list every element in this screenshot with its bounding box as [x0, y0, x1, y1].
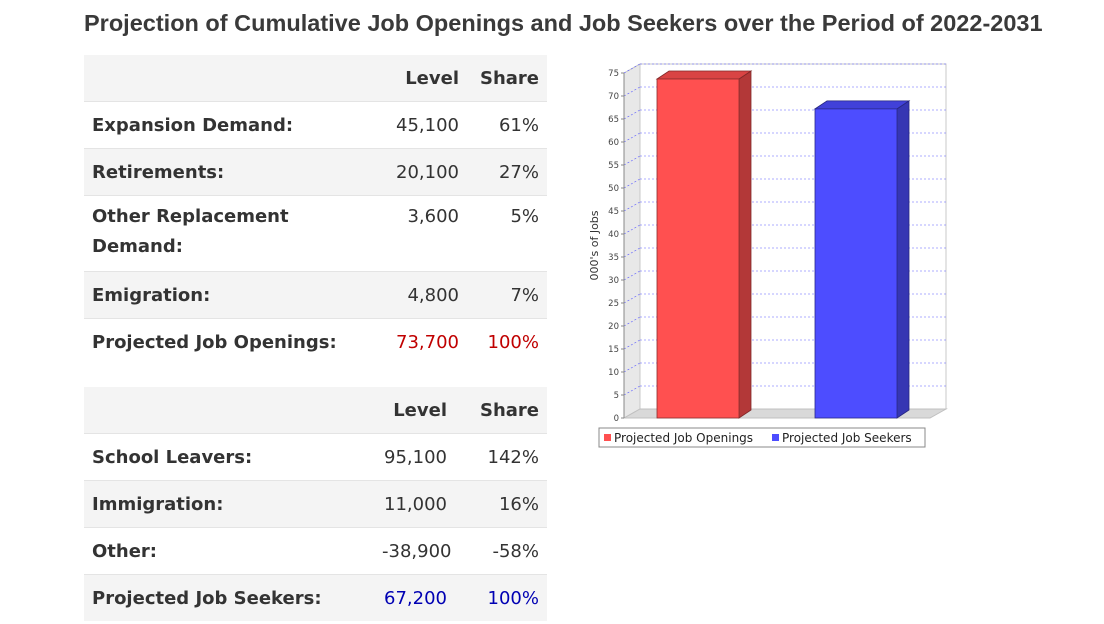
gridline-side — [623, 178, 641, 189]
gridline-side — [623, 63, 641, 74]
job-seekers-table: Level Share School Leavers: 95,100 142% … — [84, 387, 547, 621]
y-tick-label: 40 — [608, 230, 619, 240]
table-header-level: Level — [374, 387, 455, 434]
y-tick-label: 50 — [608, 184, 619, 194]
total-row: Projected Job Openings: 73,700 100% — [84, 318, 547, 365]
bar-top — [655, 70, 753, 80]
y-tick-label: 55 — [608, 161, 619, 171]
row-share: 7% — [467, 271, 547, 319]
row-label: School Leavers: — [84, 433, 374, 481]
page-title: Projection of Cumulative Job Openings an… — [84, 10, 1043, 36]
gridline-side — [623, 224, 641, 235]
y-axis-label: 000's of Jobs — [588, 210, 601, 280]
y-tick-label: 15 — [608, 345, 619, 355]
bar-top — [813, 100, 911, 110]
row-share: 27% — [467, 148, 547, 196]
row-level: 4,800 — [374, 271, 467, 319]
bar — [656, 78, 740, 419]
bar — [814, 108, 898, 419]
row-level: -38,900 — [374, 527, 455, 575]
job-openings-table: Level Share Expansion Demand: 45,100 61%… — [84, 55, 547, 365]
y-tick-label: 0 — [614, 414, 619, 424]
table-row: Other: -38,900 -58% — [84, 527, 547, 575]
total-label: Projected Job Openings: — [84, 318, 374, 365]
total-level: 67,200 — [374, 574, 455, 621]
legend-swatch — [604, 434, 611, 441]
gridline-side — [623, 201, 641, 212]
chart-left-wall — [623, 63, 641, 419]
gridline-side — [623, 247, 641, 258]
gridline-side — [623, 385, 641, 396]
row-label: Immigration: — [84, 480, 374, 528]
gridline-side — [623, 132, 641, 143]
total-level: 73,700 — [374, 318, 467, 365]
row-share: -58% — [455, 527, 547, 575]
row-label: Expansion Demand: — [84, 101, 374, 149]
y-tick-label: 70 — [608, 92, 619, 102]
total-label: Projected Job Seekers: — [84, 574, 374, 621]
gridline-side — [623, 362, 641, 373]
row-label: Other Replacement Demand: — [84, 195, 374, 272]
chart-legend — [598, 427, 926, 448]
row-level: 45,100 — [374, 101, 467, 149]
gridline-side — [623, 109, 641, 120]
bar-chart-svg: 0 5 10 15 20 25 30 35 40 45 50 55 60 65 70 75 000's of J… — [588, 63, 948, 448]
row-label: Other: — [84, 527, 374, 575]
legend-label: Projected Job Seekers — [782, 431, 912, 445]
gridline-side — [623, 86, 641, 97]
bar-side — [738, 70, 752, 419]
row-label: Emigration: — [84, 271, 374, 319]
y-tick-label: 75 — [608, 69, 619, 79]
gridline-side — [623, 270, 641, 281]
bar-side — [896, 100, 910, 419]
row-level: 20,100 — [374, 148, 467, 196]
legend-swatch — [772, 434, 779, 441]
y-tick-label: 20 — [608, 322, 619, 332]
table-row: Expansion Demand: 45,100 61% — [84, 101, 547, 149]
table-header-blank — [84, 55, 374, 102]
y-tick-label: 5 — [614, 391, 619, 401]
table-row: Other Replacement Demand: 3,600 5% — [84, 195, 547, 272]
legend-label: Projected Job Openings — [614, 431, 753, 445]
table-row: School Leavers: 95,100 142% — [84, 433, 547, 481]
y-tick-label: 35 — [608, 253, 619, 263]
gridline-side — [623, 316, 641, 327]
table-header-blank — [84, 387, 374, 434]
row-label: Retirements: — [84, 148, 374, 196]
total-row: Projected Job Seekers: 67,200 100% — [84, 574, 547, 621]
y-tick-label: 10 — [608, 368, 619, 378]
table-header-level: Level — [374, 55, 467, 102]
row-share: 16% — [455, 480, 547, 528]
row-level: 3,600 — [374, 195, 467, 272]
bar-chart: 0 5 10 15 20 25 30 35 40 45 50 55 60 65 70 75 000's of J… — [578, 52, 948, 449]
row-level: 11,000 — [374, 480, 455, 528]
table-row: Emigration: 4,800 7% — [84, 271, 547, 319]
total-share: 100% — [455, 574, 547, 621]
gridline-side — [623, 339, 641, 350]
y-tick-label: 60 — [608, 138, 619, 148]
row-level: 95,100 — [374, 433, 455, 481]
y-tick-label: 45 — [608, 207, 619, 217]
gridline-side — [623, 293, 641, 304]
table-row: Immigration: 11,000 16% — [84, 480, 547, 528]
row-share: 61% — [467, 101, 547, 149]
y-tick-label: 65 — [608, 115, 619, 125]
y-tick-label: 30 — [608, 276, 619, 286]
y-tick-label: 25 — [608, 299, 619, 309]
total-share: 100% — [467, 318, 547, 365]
table-header-share: Share — [467, 55, 547, 102]
gridline-side — [623, 155, 641, 166]
table-row: Retirements: 20,100 27% — [84, 148, 547, 196]
table-header-share: Share — [455, 387, 547, 434]
row-share: 142% — [455, 433, 547, 481]
row-share: 5% — [467, 195, 547, 272]
